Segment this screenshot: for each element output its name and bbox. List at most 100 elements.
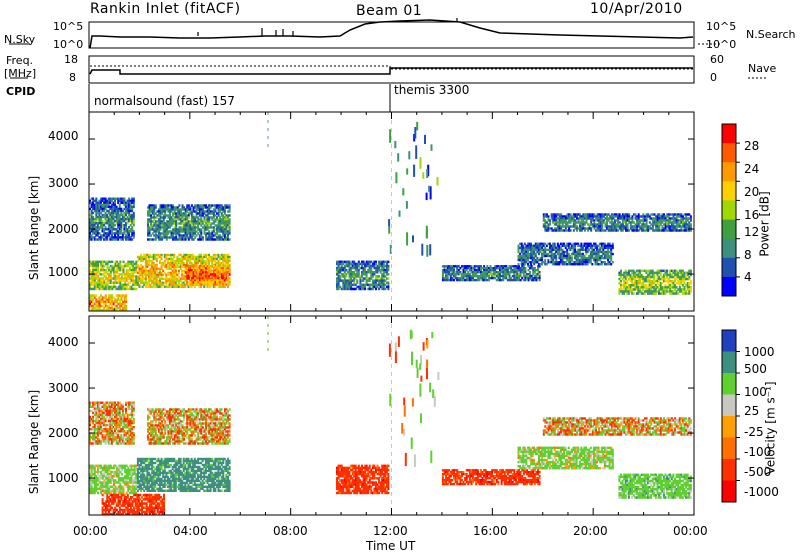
data-cell (127, 275, 130, 278)
data-cell (119, 281, 122, 284)
vel-cb-tick-m25: -25 (744, 425, 764, 439)
data-cell (89, 281, 91, 284)
data-cell (122, 279, 125, 282)
data-cell (138, 267, 141, 271)
data-cell (120, 266, 123, 270)
data-cell (98, 271, 101, 274)
data-cell (364, 287, 367, 291)
data-cell (136, 265, 139, 269)
data-cell (89, 283, 91, 287)
data-cell (538, 278, 541, 282)
data-cell (108, 277, 111, 280)
data-cell (97, 260, 99, 264)
data-cell (105, 262, 107, 266)
power-cb-tick-24: 24 (744, 162, 760, 176)
data-cell (100, 260, 103, 264)
data-cell (100, 287, 103, 291)
data-cell (106, 262, 109, 266)
data-cell (128, 260, 131, 264)
data-cell (140, 257, 143, 261)
data-cell (103, 279, 106, 282)
data-cell (111, 266, 114, 270)
data-cell (125, 277, 128, 280)
data-cell (590, 229, 593, 232)
data-cell (90, 283, 93, 287)
data-cell (111, 281, 114, 284)
data-cell (100, 285, 103, 289)
data-cell (103, 271, 106, 274)
xtick-2400: 00:00 (673, 524, 708, 538)
vel-cb-tick-1000: 1000 (744, 345, 775, 359)
data-cell (106, 238, 109, 241)
data-cell (138, 283, 141, 286)
data-cell (132, 264, 135, 268)
data-cell (116, 268, 119, 272)
data-cell (109, 271, 112, 274)
data-cell (119, 268, 122, 272)
data-cell (116, 260, 119, 264)
data-cell (92, 277, 95, 280)
data-cell (553, 244, 556, 247)
data-cell (124, 277, 127, 280)
data-cell (133, 283, 136, 287)
data-cell (101, 266, 104, 270)
data-cell (117, 262, 120, 266)
power-cb-tick-20: 20 (744, 185, 760, 199)
data-cell (130, 271, 133, 274)
power-ytick-3000: 3000 (48, 176, 79, 190)
data-cell (92, 197, 95, 200)
data-cell (93, 277, 96, 280)
data-cell (101, 287, 104, 291)
data-cell (125, 300, 128, 304)
data-cell (117, 238, 120, 241)
data-cell (122, 264, 125, 268)
data-cell (93, 264, 96, 268)
data-cell (561, 248, 564, 252)
data-cell (132, 283, 135, 287)
data-cell (92, 275, 95, 278)
data-cell (116, 262, 119, 266)
freq-label: Freq. (6, 54, 34, 67)
data-cell (112, 266, 115, 270)
data-cell (108, 268, 111, 272)
data-cell (122, 285, 125, 289)
data-cell (89, 268, 91, 272)
data-cell (122, 273, 125, 276)
data-cell (92, 271, 95, 274)
nave-trace (90, 65, 693, 70)
data-cell (103, 260, 106, 264)
xtick-0800: 08:00 (273, 524, 308, 538)
data-cell (92, 281, 95, 284)
data-cell (100, 279, 103, 282)
data-cell (132, 281, 135, 284)
data-cell (100, 281, 103, 284)
data-cell (127, 283, 130, 287)
data-cell (90, 277, 93, 280)
data-cell (124, 264, 127, 268)
data-cell (586, 250, 589, 254)
data-cell (114, 201, 116, 204)
data-cell (120, 287, 123, 291)
data-cell (89, 285, 91, 289)
data-cell (105, 287, 107, 291)
data-cell (93, 287, 96, 291)
data-cell (132, 213, 135, 217)
cpid-mode-1: normalsound (fast) 157 (94, 94, 235, 108)
data-cell (130, 285, 133, 289)
data-cell (93, 283, 96, 287)
data-cell (120, 279, 123, 282)
data-cell (103, 281, 106, 284)
data-cell (106, 271, 109, 274)
data-cell (109, 281, 112, 284)
data-cell (132, 230, 135, 233)
data-cell (90, 279, 93, 282)
data-cell (95, 197, 98, 200)
data-cell (136, 255, 139, 259)
data-cell (103, 283, 106, 287)
data-cell (125, 279, 128, 282)
data-cell (124, 281, 127, 284)
data-cell (90, 262, 93, 266)
data-cell (112, 264, 115, 268)
data-cell (128, 262, 131, 266)
data-cell (100, 268, 103, 272)
